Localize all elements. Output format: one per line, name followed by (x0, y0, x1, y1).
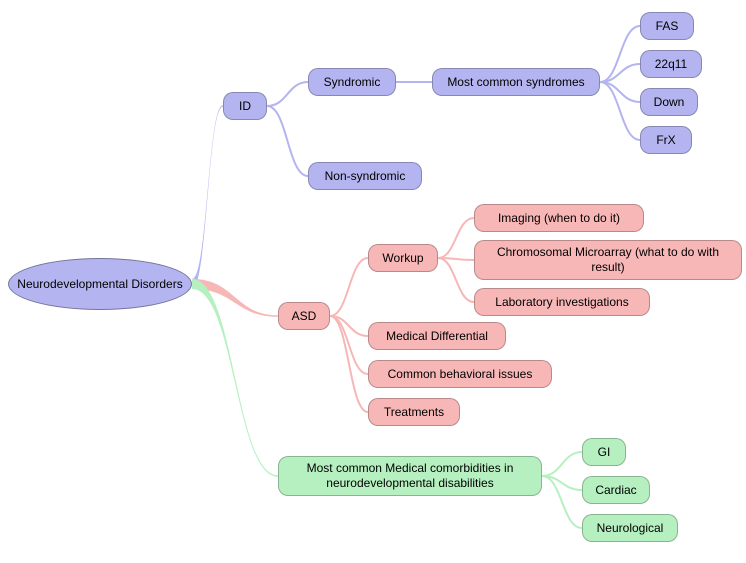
node-label: Treatments (384, 405, 444, 420)
node-label: Laboratory investigations (495, 295, 628, 310)
node-label: ID (239, 99, 251, 114)
node-label: ASD (292, 309, 317, 324)
node-label: FAS (656, 19, 679, 34)
node-frx[interactable]: FrX (640, 126, 692, 154)
node-treat[interactable]: Treatments (368, 398, 460, 426)
node-asd[interactable]: ASD (278, 302, 330, 330)
node-label: Down (654, 95, 685, 110)
node-label: Most common syndromes (447, 75, 584, 90)
node-behav[interactable]: Common behavioral issues (368, 360, 552, 388)
node-label: Common behavioral issues (388, 367, 533, 382)
node-comorb[interactable]: Most common Medical comorbidities in neu… (278, 456, 542, 496)
node-id[interactable]: ID (223, 92, 267, 120)
node-meddiff[interactable]: Medical Differential (368, 322, 506, 350)
node-root[interactable]: Neurodevelopmental Disorders (8, 258, 192, 310)
node-gi[interactable]: GI (582, 438, 626, 466)
node-cma[interactable]: Chromosomal Microarray (what to do with … (474, 240, 742, 280)
node-label: Medical Differential (386, 329, 488, 344)
node-label: Most common Medical comorbidities in neu… (289, 461, 531, 491)
node-nonsyn[interactable]: Non-syndromic (308, 162, 422, 190)
node-label: Cardiac (595, 483, 636, 498)
node-labs[interactable]: Laboratory investigations (474, 288, 650, 316)
node-mcs[interactable]: Most common syndromes (432, 68, 600, 96)
node-label: GI (598, 445, 611, 460)
node-cardiac[interactable]: Cardiac (582, 476, 650, 504)
node-label: Non-syndromic (325, 169, 406, 184)
node-label: Workup (382, 251, 423, 266)
node-syndromic[interactable]: Syndromic (308, 68, 396, 96)
node-imaging[interactable]: Imaging (when to do it) (474, 204, 644, 232)
node-label: Neurodevelopmental Disorders (17, 277, 182, 291)
node-label: Neurological (597, 521, 664, 536)
node-label: Chromosomal Microarray (what to do with … (485, 245, 731, 275)
node-down[interactable]: Down (640, 88, 698, 116)
node-neuro[interactable]: Neurological (582, 514, 678, 542)
node-label: FrX (656, 133, 675, 148)
node-fas[interactable]: FAS (640, 12, 694, 40)
nodes-layer: Neurodevelopmental Disorders ID Syndromic M… (0, 0, 746, 563)
node-22q11[interactable]: 22q11 (640, 50, 702, 78)
node-label: 22q11 (655, 57, 687, 72)
node-label: Imaging (when to do it) (498, 211, 620, 226)
node-label: Syndromic (324, 75, 381, 90)
node-workup[interactable]: Workup (368, 244, 438, 272)
